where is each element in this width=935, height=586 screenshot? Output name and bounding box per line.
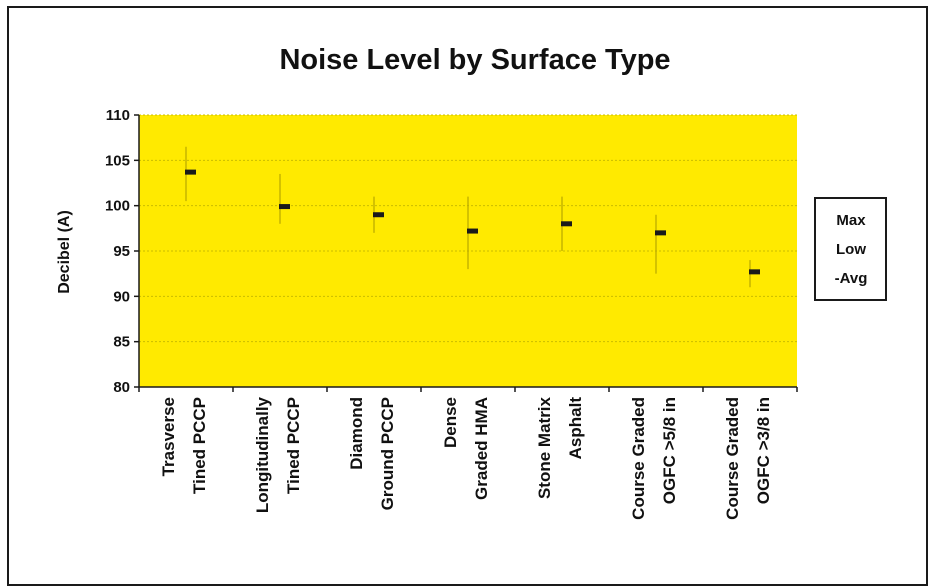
legend-entry: -Avg bbox=[835, 270, 868, 287]
category-label-line: Diamond bbox=[347, 397, 366, 470]
avg-mark bbox=[279, 204, 290, 210]
y-axis-label: Decibel (A) bbox=[56, 210, 73, 294]
x-axis-categories: Trasverse Tined PCCP Longitudinally Tined P… bbox=[159, 396, 773, 519]
avg-mark bbox=[749, 269, 760, 275]
category-label: Course Graded OGFC >5/8 in bbox=[629, 397, 679, 520]
y-tick-label: 90 bbox=[113, 288, 130, 305]
chart-svg: Noise Level by Surface Type 80 85 90 95 100 1… bbox=[56, 44, 887, 520]
series bbox=[185, 146, 760, 288]
avg-mark bbox=[185, 169, 196, 175]
category-group bbox=[373, 196, 384, 233]
category-label-line: Longitudinally bbox=[253, 396, 272, 513]
y-tick-label: 105 bbox=[105, 152, 130, 169]
category-label-line: Graded HMA bbox=[472, 397, 491, 500]
grid bbox=[139, 114, 797, 343]
category-label-line: Tined PCCP bbox=[284, 397, 303, 494]
category-label: Stone Matrix Asphalt bbox=[535, 396, 585, 499]
category-label: Longitudinally Tined PCCP bbox=[253, 396, 303, 513]
legend-entry: Max bbox=[836, 212, 866, 229]
category-label-line: Trasverse bbox=[159, 397, 178, 476]
y-axis-ticks: 80 85 90 95 100 105 110 bbox=[105, 107, 139, 396]
y-tick-label: 95 bbox=[113, 243, 130, 260]
legend-entries: Max Low -Avg bbox=[835, 212, 868, 287]
legend-entry: Low bbox=[836, 241, 866, 258]
category-label: Course Graded OGFC >3/8 in bbox=[723, 397, 773, 520]
category-label-line: OGFC >5/8 in bbox=[660, 397, 679, 504]
category-label: Trasverse Tined PCCP bbox=[159, 397, 209, 494]
category-label-line: Ground PCCP bbox=[378, 397, 397, 510]
avg-mark bbox=[373, 212, 384, 218]
category-group bbox=[749, 260, 760, 288]
category-group bbox=[467, 196, 478, 270]
category-group bbox=[561, 196, 572, 251]
avg-mark bbox=[655, 230, 666, 236]
category-label-line: Asphalt bbox=[566, 397, 585, 460]
y-tick-label: 80 bbox=[113, 379, 130, 396]
category-group bbox=[655, 214, 666, 274]
y-tick-label: 100 bbox=[105, 198, 130, 215]
avg-mark bbox=[467, 228, 478, 234]
category-label-line: Stone Matrix bbox=[535, 396, 554, 499]
category-group bbox=[279, 173, 290, 224]
category-label-line: Course Graded bbox=[629, 397, 648, 520]
legend-box bbox=[814, 197, 887, 301]
x-axis-ticks bbox=[138, 387, 798, 392]
avg-mark bbox=[561, 221, 572, 227]
category-group bbox=[185, 146, 196, 202]
category-label-line: OGFC >3/8 in bbox=[754, 397, 773, 504]
chart-title: Noise Level by Surface Type bbox=[279, 44, 670, 76]
y-tick-label: 85 bbox=[113, 334, 130, 351]
category-label-line: Dense bbox=[441, 397, 460, 448]
category-label: Diamond Ground PCCP bbox=[347, 397, 397, 510]
category-label: Dense Graded HMA bbox=[441, 397, 491, 500]
category-label-line: Tined PCCP bbox=[190, 397, 209, 494]
y-tick-label: 110 bbox=[106, 107, 130, 124]
legend: Max Low -Avg bbox=[814, 197, 887, 301]
category-label-line: Course Graded bbox=[723, 397, 742, 520]
